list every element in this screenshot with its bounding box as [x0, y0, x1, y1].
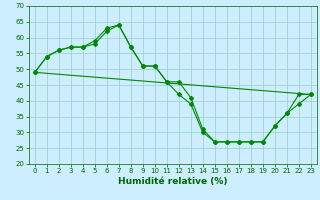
- X-axis label: Humidité relative (%): Humidité relative (%): [118, 177, 228, 186]
